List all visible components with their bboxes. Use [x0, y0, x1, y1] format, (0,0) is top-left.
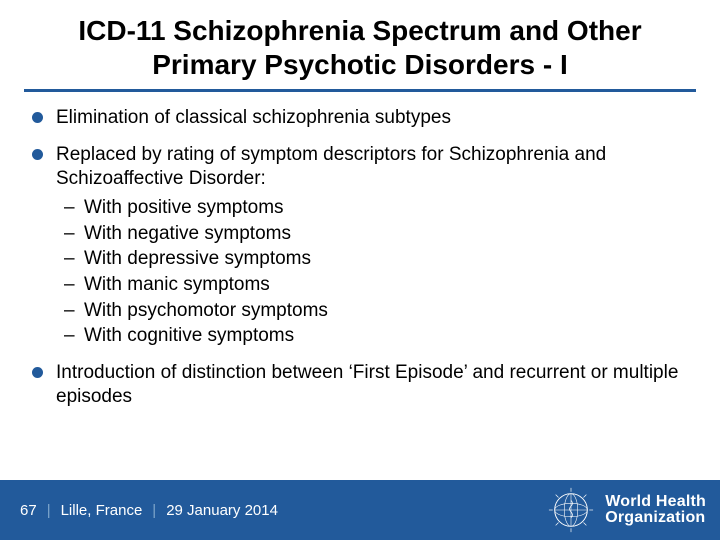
title-underline: [24, 89, 696, 92]
bullet-item: Introduction of distinction between ‘Fir…: [56, 361, 680, 410]
sub-bullet-item: With psychomotor symptoms: [84, 298, 680, 324]
sub-bullet-list: With positive symptoms With negative sym…: [56, 195, 680, 349]
bullet-list: Elimination of classical schizophrenia s…: [56, 106, 680, 409]
footer-bar: 67 | Lille, France | 29 January 2014: [0, 480, 720, 540]
bullet-text: Elimination of classical schizophrenia s…: [56, 107, 451, 128]
sub-bullet-text: With negative symptoms: [84, 223, 291, 244]
page-number: 67: [20, 502, 37, 519]
sub-bullet-item: With depressive symptoms: [84, 246, 680, 272]
who-branding: World Health Organization: [547, 486, 706, 534]
sub-bullet-text: With psychomotor symptoms: [84, 300, 328, 321]
sub-bullet-text: With positive symptoms: [84, 197, 284, 218]
sub-bullet-text: With manic symptoms: [84, 274, 270, 295]
sub-bullet-item: With negative symptoms: [84, 221, 680, 247]
content-area: Elimination of classical schizophrenia s…: [0, 106, 720, 409]
footer-location: Lille, France: [61, 502, 143, 519]
slide: ICD-11 Schizophrenia Spectrum and Other …: [0, 0, 720, 540]
footer-separator: |: [47, 502, 51, 519]
bullet-text: Introduction of distinction between ‘Fir…: [56, 362, 678, 407]
bullet-item: Elimination of classical schizophrenia s…: [56, 106, 680, 130]
sub-bullet-text: With depressive symptoms: [84, 248, 311, 269]
who-text: World Health Organization: [605, 494, 706, 526]
sub-bullet-text: With cognitive symptoms: [84, 325, 294, 346]
sub-bullet-item: With cognitive symptoms: [84, 323, 680, 349]
bullet-text: Replaced by rating of symptom descriptor…: [56, 144, 606, 189]
who-logo-icon: [547, 486, 595, 534]
sub-bullet-item: With positive symptoms: [84, 195, 680, 221]
footer-separator: |: [152, 502, 156, 519]
footer-left: 67 | Lille, France | 29 January 2014: [20, 502, 278, 519]
who-text-line1: World Health: [605, 494, 706, 510]
sub-bullet-item: With manic symptoms: [84, 272, 680, 298]
who-text-line2: Organization: [605, 510, 706, 526]
footer-date: 29 January 2014: [166, 502, 278, 519]
slide-title: ICD-11 Schizophrenia Spectrum and Other …: [0, 0, 720, 89]
bullet-item: Replaced by rating of symptom descriptor…: [56, 143, 680, 349]
